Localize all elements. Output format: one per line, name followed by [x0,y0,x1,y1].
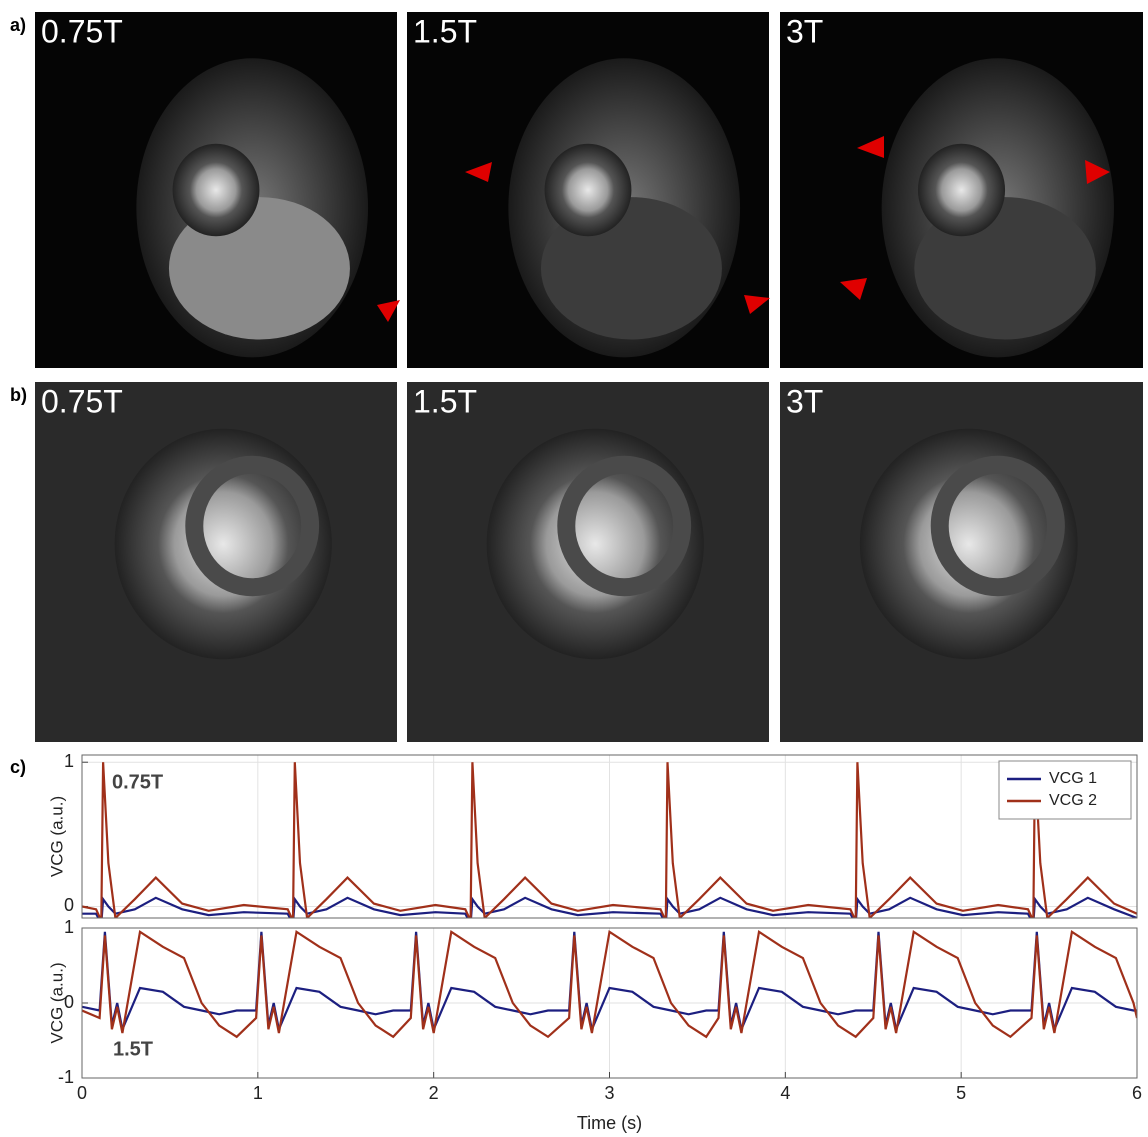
panel-label: b) [10,385,27,405]
y-tick-label: 0 [64,992,74,1012]
x-tick-label: 4 [780,1083,790,1103]
legend-box [998,760,1132,820]
series-line [82,929,1137,1039]
x-axis-label: Time (s) [577,1113,642,1133]
field-strength-label: 3T [786,383,823,419]
x-tick-label: 5 [956,1083,966,1103]
myocardium [930,455,1065,597]
y-axis-label: VCG (a.u.) [47,796,66,877]
arrowhead [857,136,884,158]
field-strength-label: 1.5T [413,383,477,419]
heart [114,428,332,660]
arrowhead [1085,160,1110,184]
series-line [82,896,1137,918]
panel-label: a) [10,15,26,35]
panel-label: c) [10,757,26,777]
arrowhead [377,300,400,322]
field-strength-label: 0.75T [41,13,123,49]
y-tick-label: 0 [64,895,74,915]
x-tick-label: 1 [253,1083,263,1103]
plot-frame [81,927,1138,1079]
field-strength-label: 3T [786,13,823,49]
arrowhead [840,278,867,300]
heart [859,428,1078,660]
arrowheads [377,136,1110,322]
x-tick-label: 2 [429,1083,439,1103]
x-tick-label: 3 [604,1083,614,1103]
y-tick-label: 1 [64,917,74,937]
image-panels: a) 0.75T 1.5T 3T b) 0.75T 1.5T 3T c) [10,12,1143,777]
field-strength-label: 0.75T [41,383,123,419]
myocardium [185,455,320,597]
field-strength-label: 1.5T [413,13,477,49]
y-tick-label: -1 [58,1067,74,1087]
y-axis-label: VCG (a.u.) [47,962,66,1043]
myocardium [557,455,692,597]
arrowhead [744,295,770,314]
x-tick-label: 6 [1132,1083,1142,1103]
arrowhead [465,162,492,182]
y-tick-label: 1 [64,751,74,771]
x-tick-label: 0 [77,1083,87,1103]
chart-annotation: 1.5T [113,1038,153,1060]
heart [917,143,1006,237]
chart-annotation: 0.75T [112,771,163,793]
heart [486,428,704,660]
heart [544,143,632,237]
series-line [82,762,1137,918]
heart [172,143,260,237]
legend-label: VCG 2 [1049,792,1097,809]
legend-label: VCG 1 [1049,770,1097,787]
plot-frame [81,754,1138,919]
